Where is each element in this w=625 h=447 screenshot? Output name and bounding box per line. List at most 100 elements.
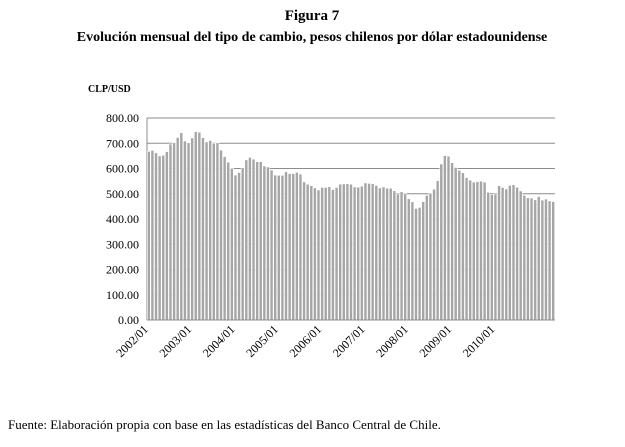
bar — [497, 185, 501, 321]
bar — [417, 207, 422, 321]
y-tick-label: 300.00 — [106, 237, 139, 251]
y-tick-label: 200.00 — [106, 263, 139, 277]
bar — [244, 159, 249, 321]
bar — [367, 183, 371, 321]
bar — [237, 172, 241, 321]
bar — [183, 140, 187, 321]
bar — [446, 155, 451, 321]
bar — [399, 191, 404, 321]
bar — [392, 190, 397, 321]
bar — [403, 193, 407, 321]
bar — [536, 196, 541, 321]
bar — [193, 131, 198, 321]
bar — [269, 169, 274, 321]
bar — [190, 137, 194, 321]
bar — [295, 171, 299, 321]
bar — [432, 188, 436, 321]
bar — [345, 183, 350, 321]
bar — [363, 182, 368, 321]
bar — [475, 181, 480, 321]
bar — [356, 186, 361, 321]
bar — [479, 180, 483, 321]
bar — [370, 183, 375, 321]
bar — [168, 143, 173, 321]
bar — [381, 186, 386, 321]
bar — [251, 158, 256, 321]
bar — [154, 152, 158, 321]
bar — [486, 191, 491, 321]
bar — [266, 166, 270, 321]
bar — [230, 167, 234, 321]
bar — [493, 193, 498, 321]
bar — [258, 161, 263, 321]
bar — [338, 183, 342, 321]
bar — [291, 173, 296, 321]
bar — [226, 161, 231, 321]
bar — [309, 185, 314, 321]
bar — [233, 174, 238, 321]
bar — [323, 187, 328, 321]
bar — [471, 181, 476, 321]
bar — [500, 187, 505, 321]
bar — [147, 151, 151, 321]
bar — [157, 155, 162, 321]
bar — [186, 142, 191, 321]
y-axis-label: CLP/USD — [88, 84, 131, 95]
bar — [298, 173, 303, 321]
bar — [457, 169, 462, 321]
bar — [201, 137, 205, 321]
bar — [165, 151, 169, 321]
bar — [508, 185, 512, 321]
bar — [341, 183, 346, 321]
bar — [305, 183, 310, 321]
source-note: Fuente: Elaboración propia con base en l… — [8, 417, 441, 432]
bar — [331, 189, 335, 321]
bar — [240, 167, 245, 321]
chart-title: Figura 7 — [285, 8, 340, 24]
bar — [219, 149, 223, 321]
bar — [406, 198, 411, 321]
x-tick-label: 2006/01 — [287, 322, 325, 360]
bar — [396, 193, 400, 321]
bar — [385, 187, 389, 321]
bar — [511, 184, 516, 321]
bar — [490, 194, 494, 321]
bar — [316, 189, 321, 321]
bar — [540, 199, 545, 321]
x-tick-label: 2003/01 — [157, 322, 195, 360]
bar — [529, 197, 534, 321]
bar — [172, 142, 176, 321]
chart-subtitle: Evolución mensual del tipo de cambio, pe… — [77, 30, 548, 45]
bar — [276, 175, 281, 321]
bar — [360, 185, 364, 321]
bar — [327, 186, 332, 321]
bar — [388, 187, 393, 321]
bar — [518, 190, 523, 321]
bar — [374, 185, 379, 321]
bar — [464, 177, 469, 321]
bar — [349, 183, 353, 321]
bar — [280, 175, 285, 321]
y-tick-label: 400.00 — [106, 212, 139, 226]
bar — [547, 200, 552, 321]
bar — [150, 150, 155, 321]
x-tick-label: 2009/01 — [416, 322, 454, 360]
bar — [313, 187, 317, 321]
bar — [255, 161, 259, 321]
x-tick-label: 2004/01 — [200, 322, 238, 360]
bar — [526, 197, 530, 321]
bar — [204, 141, 209, 321]
bar — [320, 187, 324, 321]
bar — [453, 167, 458, 321]
bar — [515, 186, 519, 321]
x-tick-label: 2010/01 — [460, 322, 498, 360]
bar — [425, 194, 429, 321]
bar — [533, 199, 537, 321]
bar — [435, 180, 440, 321]
y-tick-label: 500.00 — [106, 187, 139, 201]
bar — [197, 131, 202, 321]
bar — [179, 132, 184, 321]
bar — [544, 198, 548, 321]
bar — [248, 157, 252, 321]
